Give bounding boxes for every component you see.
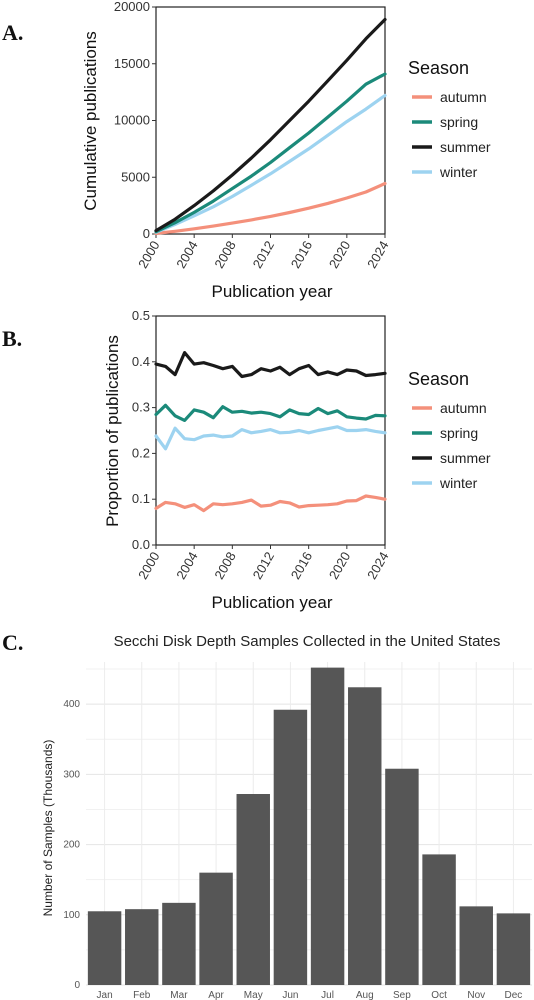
b-legend-label-autumn: autumn xyxy=(440,400,487,416)
b-x-tick-label: 2012 xyxy=(250,549,277,582)
c-bar-mar xyxy=(162,902,196,985)
panel-c: C. Secchi Disk Depth Samples Collected i… xyxy=(2,630,532,1000)
panel-b-x-axis: 2000 2004 2008 2012 2016 2020 2024 xyxy=(135,545,392,582)
a-y-tick-label: 10000 xyxy=(114,113,150,128)
c-bar-jun xyxy=(273,709,308,985)
panel-b-x-axis-title: Publication year xyxy=(212,593,333,612)
a-x-tick-label: 2024 xyxy=(364,238,391,271)
a-legend-label-winter: winter xyxy=(439,164,478,180)
a-y-tick-label: 15000 xyxy=(114,56,150,71)
panel-c-x-axis: Jan Feb Mar Apr May Jun Jul Aug Sep Oct Nov Dec xyxy=(97,990,523,1000)
a-series-summer-line xyxy=(154,17,387,233)
panel-c-label: C. xyxy=(2,630,23,655)
a-legend-label-summer: summer xyxy=(440,139,491,155)
panel-c-y-axis-title: Number of Samples (Thousands) xyxy=(41,740,55,917)
b-y-tick-label: 0.4 xyxy=(132,354,150,369)
a-y-tick-label: 5000 xyxy=(121,169,150,184)
panel-b-y-axis-title: Proportion of publications xyxy=(103,335,122,527)
c-y-tick-label: 200 xyxy=(63,840,80,851)
c-bar-aug xyxy=(348,687,382,985)
c-x-tick-label: Apr xyxy=(208,990,224,1000)
b-legend-label-winter: winter xyxy=(439,475,478,491)
b-series-summer-line xyxy=(154,351,387,379)
panel-b-lines xyxy=(154,351,387,513)
c-x-tick-label: Mar xyxy=(170,990,188,1000)
c-bar-feb xyxy=(125,909,159,985)
a-x-tick-label: 2012 xyxy=(250,238,277,271)
panel-b: B. 0.00.10.20.30.40.5 2000 2004 2008 2012 20… xyxy=(2,308,491,612)
panel-b-legend-title: Season xyxy=(408,369,469,389)
c-bar-apr xyxy=(199,872,233,985)
c-bar-jul xyxy=(310,667,345,985)
c-x-tick-label: Nov xyxy=(467,990,485,1000)
a-x-tick-label: 2000 xyxy=(135,238,162,271)
a-y-tick-label: 20000 xyxy=(114,0,150,14)
b-x-tick-label: 2020 xyxy=(326,549,353,582)
c-x-tick-label: Jul xyxy=(321,990,334,1000)
panel-a: A. 0 5000 10000 15000 20000 2000 2004 2008 2012… xyxy=(2,0,491,301)
c-x-tick-label: Sep xyxy=(393,990,411,1000)
c-x-tick-label: Aug xyxy=(356,990,374,1000)
panel-b-y-axis: 0.0 0.1 0.2 0.3 0.4 0.5 xyxy=(132,308,156,552)
b-x-tick-label: 2016 xyxy=(288,549,315,582)
c-x-tick-label: Jan xyxy=(97,990,113,1000)
c-y-tick-label: 300 xyxy=(63,769,80,780)
b-x-tick-label: 2004 xyxy=(173,549,200,582)
c-x-tick-label: May xyxy=(244,990,263,1000)
b-legend-label-summer: summer xyxy=(440,450,491,466)
a-legend-label-spring: spring xyxy=(440,114,478,130)
b-y-tick-label: 0.5 xyxy=(132,308,150,323)
a-y-tick-label: 0 xyxy=(143,226,150,241)
b-series-autumn-line xyxy=(154,494,387,513)
panel-b-legend: Season autumn spring summer winter xyxy=(408,369,491,491)
c-x-tick-label: Feb xyxy=(133,990,151,1000)
b-series-spring-line xyxy=(154,403,387,422)
a-legend-label-autumn: autumn xyxy=(440,89,487,105)
c-bar-may xyxy=(236,794,270,985)
c-y-tick-label: 0 xyxy=(74,980,80,991)
panel-b-label: B. xyxy=(2,326,22,351)
c-x-tick-label: Dec xyxy=(505,990,523,1000)
a-series-autumn-line xyxy=(154,181,387,235)
panel-c-bars xyxy=(87,667,531,985)
panel-a-x-axis-title: Publication year xyxy=(212,282,333,301)
c-bar-nov xyxy=(459,906,493,985)
b-y-tick-label: 0.2 xyxy=(132,445,150,460)
c-x-tick-label: Jun xyxy=(282,990,298,1000)
a-series-spring-line xyxy=(154,72,387,234)
c-y-tick-label: 100 xyxy=(63,910,80,921)
c-bar-jan xyxy=(87,911,122,985)
a-series-winter-line xyxy=(154,93,387,234)
a-x-tick-label: 2016 xyxy=(288,238,315,271)
panel-a-label: A. xyxy=(2,20,23,45)
b-legend-label-spring: spring xyxy=(440,425,478,441)
b-x-tick-label: 2000 xyxy=(135,549,162,582)
panel-a-legend-title: Season xyxy=(408,58,469,78)
b-x-tick-label: 2024 xyxy=(364,549,391,582)
c-x-tick-label: Oct xyxy=(431,990,447,1000)
c-y-tick-label: 400 xyxy=(63,699,80,710)
panel-a-y-axis-title: Cumulative publications xyxy=(81,31,100,211)
b-series-winter-line xyxy=(154,425,387,451)
c-bar-dec xyxy=(496,913,531,985)
a-x-tick-label: 2004 xyxy=(173,238,200,271)
a-x-tick-label: 2008 xyxy=(211,238,238,271)
panel-a-lines xyxy=(154,17,387,235)
panel-a-y-axis: 0 5000 10000 15000 20000 xyxy=(114,0,156,241)
b-y-tick-label: 0.3 xyxy=(132,400,150,415)
panel-c-title: Secchi Disk Depth Samples Collected in t… xyxy=(114,633,501,650)
panel-a-legend: Season autumn spring summer winter xyxy=(408,58,491,180)
c-bar-sep xyxy=(385,768,419,985)
b-y-tick-label: 0.1 xyxy=(132,491,150,506)
a-x-tick-label: 2020 xyxy=(326,238,353,271)
b-x-tick-label: 2008 xyxy=(211,549,238,582)
panel-c-y-axis: 0 100 200 300 400 xyxy=(63,699,80,991)
c-bar-oct xyxy=(422,854,456,985)
b-y-tick-label: 0.0 xyxy=(132,537,150,552)
panel-a-x-axis: 2000 2004 2008 2012 2016 2020 2024 xyxy=(135,234,392,271)
